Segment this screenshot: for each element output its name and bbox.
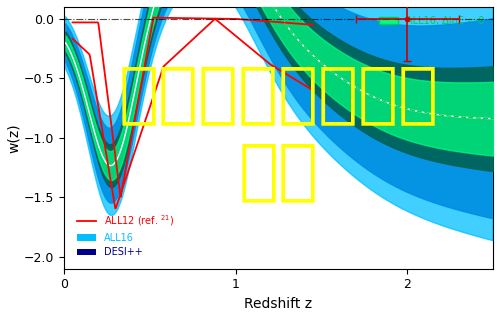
Legend: ALL12 (ref. $^{21}$), ALL16, DESI++: ALL12 (ref. $^{21}$), ALL16, DESI++ <box>73 209 178 261</box>
X-axis label: Redshift z: Redshift z <box>244 297 312 311</box>
Text: 广东十大名胜古迹
详细: 广东十大名胜古迹 详细 <box>118 61 438 204</box>
Y-axis label: w(z): w(z) <box>7 123 21 153</box>
